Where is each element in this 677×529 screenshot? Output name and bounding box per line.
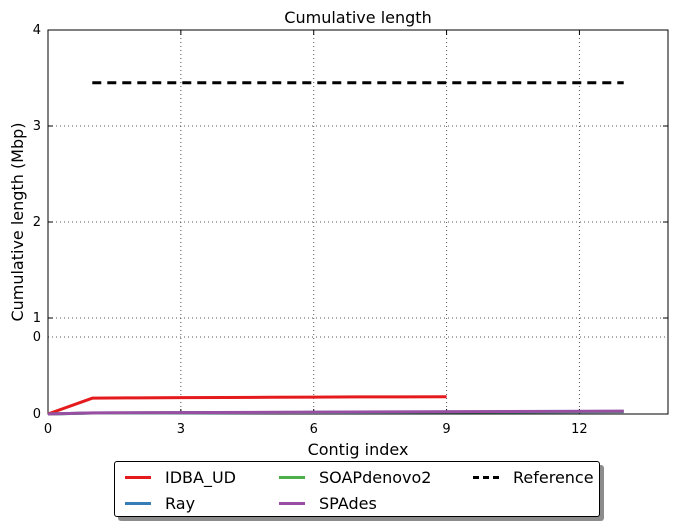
legend-swatch [279,475,305,479]
series-line-spades [47,409,624,416]
legend-item-spades: SPAdes [279,491,377,515]
legend-swatch [125,501,151,505]
legend-item-soapdenovo2: SOAPdenovo2 [279,465,431,489]
legend: IDBA_UD Ray SOAPdenovo2 SPAdes Reference [114,461,600,517]
y-tick-label: 2 [33,215,41,230]
y-axis-label: Cumulative length (Mbp) [8,122,27,321]
y-tick-label: 0 [33,330,41,345]
x-axis-label: Contig index [308,440,409,459]
grid [48,30,668,414]
series-line-idba-ud [47,395,447,416]
legend-item-ray: Ray [125,491,195,515]
chart-title: Cumulative length [284,8,431,27]
x-tick-label: 9 [442,422,450,437]
legend-swatch [279,501,305,505]
legend-swatch [473,475,499,479]
y-tick-label: 1 [33,311,41,326]
x-tick-label: 0 [44,422,52,437]
legend-label: SOAPdenovo2 [319,467,432,487]
legend-label: SPAdes [319,493,377,513]
legend-label: IDBA_UD [165,467,236,487]
x-tick-label: 6 [310,422,318,437]
legend-swatch [125,475,151,479]
y-tick-label: 0 [33,407,41,422]
legend-item-idba-ud: IDBA_UD [125,465,236,489]
series-lines [47,81,624,416]
legend-label: Ray [165,493,196,513]
legend-label: Reference [513,467,594,487]
x-tick-label: 12 [571,422,588,437]
y-tick-label: 4 [33,23,41,38]
legend-item-reference: Reference [473,465,594,489]
x-tick-label: 3 [177,422,185,437]
y-tick-label: 3 [33,119,41,134]
